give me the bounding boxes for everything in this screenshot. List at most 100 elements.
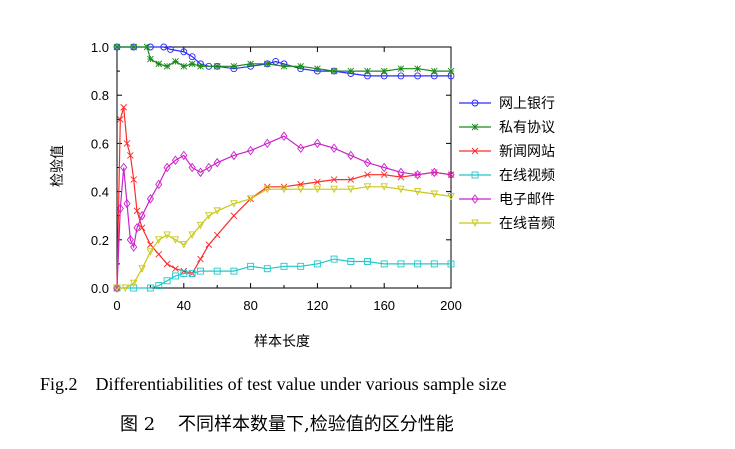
data-point <box>120 162 128 173</box>
data-point <box>130 43 138 51</box>
legend-label: 电子邮件 <box>499 192 555 208</box>
data-point <box>413 188 422 196</box>
data-point <box>146 194 154 204</box>
data-point <box>205 162 213 173</box>
data-point <box>380 183 388 191</box>
data-point <box>188 60 196 68</box>
data-point <box>146 248 155 256</box>
data-point <box>280 185 288 194</box>
data-point <box>314 65 321 73</box>
data-point <box>205 212 213 220</box>
data-point <box>363 183 372 191</box>
data-point <box>130 284 138 292</box>
data-point <box>171 155 180 166</box>
data-point <box>138 210 146 221</box>
data-point <box>188 53 196 61</box>
data-point <box>127 152 134 159</box>
legend-label: 在线音频 <box>499 215 555 232</box>
data-point <box>347 185 355 194</box>
series-2 <box>113 43 455 75</box>
data-point <box>397 173 405 181</box>
data-point <box>364 171 371 179</box>
data-point <box>430 190 439 199</box>
data-point <box>380 67 388 75</box>
data-point <box>364 67 371 75</box>
data-point <box>330 67 338 75</box>
data-point <box>205 241 213 248</box>
data-point <box>380 162 388 173</box>
series-line <box>116 135 452 289</box>
data-point <box>147 241 154 248</box>
y-tick-label: 1.0 <box>91 40 109 55</box>
legend-marker <box>471 171 479 179</box>
data-point <box>163 277 171 285</box>
legend-marker <box>471 99 479 107</box>
data-point <box>180 241 188 249</box>
legend-item-6: 在线音频 <box>459 215 555 232</box>
data-point <box>160 43 168 51</box>
data-point <box>133 223 141 233</box>
data-point <box>155 282 163 290</box>
data-point <box>430 260 438 268</box>
data-point <box>280 262 288 270</box>
legend-marker <box>471 194 479 204</box>
data-point <box>180 150 188 161</box>
data-point <box>330 143 338 153</box>
data-point <box>123 198 131 209</box>
data-point <box>314 178 321 186</box>
legend-marker <box>471 147 479 155</box>
data-point <box>197 255 204 263</box>
series-6 <box>113 183 455 293</box>
x-tick-label: 120 <box>307 298 329 313</box>
data-point <box>155 250 163 258</box>
legend-marker <box>471 219 479 228</box>
x-axis-title: 样本长度 <box>254 334 310 350</box>
legend-label: 新闻网站 <box>499 144 555 160</box>
data-point <box>347 176 355 183</box>
figure-caption-english: Fig.2 Differentiabilities of test value … <box>40 374 507 394</box>
data-point <box>247 262 255 270</box>
data-point <box>447 260 455 268</box>
data-point <box>172 58 179 65</box>
data-point <box>414 65 421 73</box>
data-point <box>196 167 205 178</box>
data-point <box>297 62 305 70</box>
data-point <box>163 260 171 268</box>
data-point <box>397 185 405 194</box>
data-point <box>397 72 405 80</box>
data-point <box>380 171 388 179</box>
data-point <box>138 265 146 273</box>
data-point <box>363 157 372 168</box>
data-point <box>129 279 138 288</box>
legend-label: 在线视频 <box>499 168 555 184</box>
data-point <box>247 145 255 156</box>
data-point <box>213 62 221 70</box>
data-point <box>330 185 338 194</box>
x-tick-label: 40 <box>177 298 191 313</box>
data-point <box>330 255 338 263</box>
y-tick-label: 0.8 <box>91 88 109 103</box>
data-point <box>246 195 255 203</box>
data-point <box>143 43 151 51</box>
data-point <box>138 224 146 232</box>
y-axis-title: 检验值 <box>50 145 66 187</box>
data-point <box>188 231 196 239</box>
data-point <box>263 265 271 273</box>
data-point <box>347 258 355 265</box>
data-point <box>180 270 188 277</box>
data-point <box>364 258 371 265</box>
data-point <box>397 260 405 268</box>
legend-item-2: 私有协议 <box>459 120 555 136</box>
data-point <box>180 48 188 56</box>
data-point <box>297 143 305 153</box>
figure-caption-chinese: 图 2 不同样本数量下,检验值的区分性能 <box>120 414 454 435</box>
data-point <box>313 260 321 268</box>
data-point <box>263 138 271 149</box>
data-point <box>347 150 355 161</box>
legend-item-4: 在线视频 <box>459 168 555 184</box>
legend-item-5: 电子邮件 <box>459 192 555 208</box>
x-tick-label: 0 <box>113 298 120 313</box>
series-line <box>117 186 452 289</box>
data-point <box>447 169 455 180</box>
